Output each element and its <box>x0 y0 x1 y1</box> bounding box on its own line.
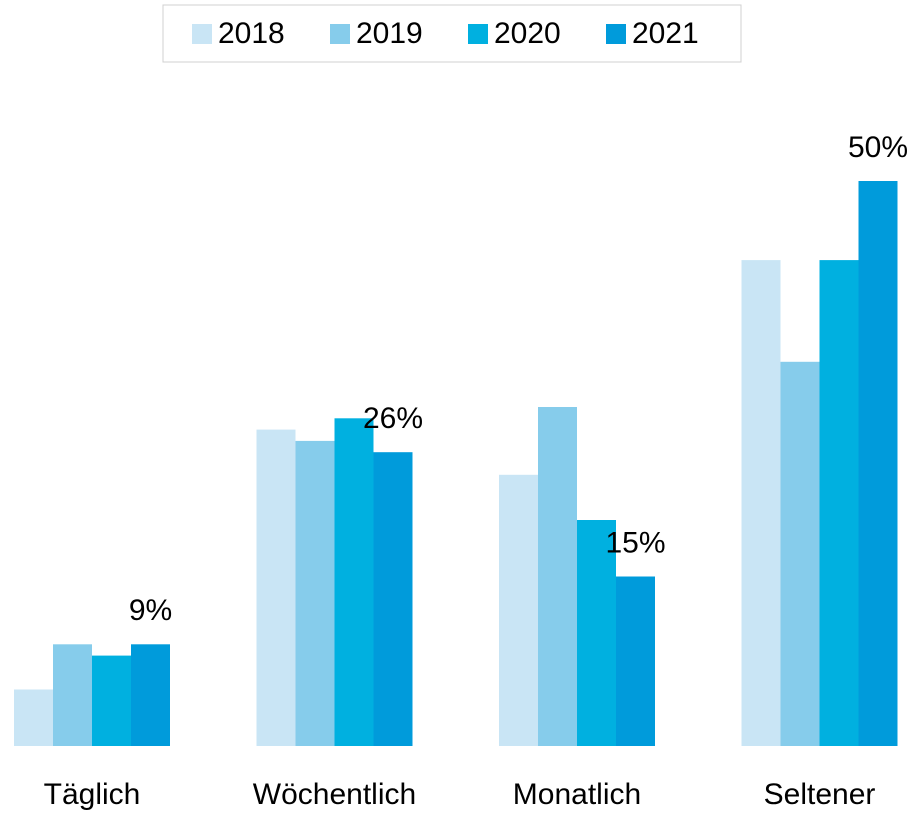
x-tick-label: Monatlich <box>513 778 641 811</box>
x-tick-label: Seltener <box>764 778 876 811</box>
bar <box>858 181 898 746</box>
legend-label: 2019 <box>356 17 423 50</box>
bar <box>616 576 655 746</box>
legend-label: 2021 <box>632 17 699 50</box>
legend-box <box>162 4 742 63</box>
bar <box>577 520 616 746</box>
bar <box>741 260 781 746</box>
legend-swatch <box>330 24 350 44</box>
data-label: 50% <box>848 131 908 164</box>
legend-label: 2018 <box>218 17 285 50</box>
bar <box>53 644 92 746</box>
bar <box>819 260 859 746</box>
bar <box>256 429 296 746</box>
data-label: 15% <box>605 526 665 559</box>
bar <box>538 407 577 746</box>
bar <box>334 418 374 746</box>
bar <box>499 474 538 746</box>
bar <box>131 644 170 746</box>
bar <box>92 655 131 746</box>
x-tick-label: Wöchentlich <box>253 778 416 811</box>
bar <box>295 440 335 746</box>
bar <box>14 689 53 746</box>
legend-swatch <box>192 24 212 44</box>
data-label: 9% <box>129 594 172 627</box>
bar <box>780 361 820 746</box>
legend-label: 2020 <box>494 17 561 50</box>
legend-swatch <box>468 24 488 44</box>
legend-swatch <box>606 24 626 44</box>
bar <box>373 452 413 746</box>
data-label: 26% <box>363 402 423 435</box>
x-tick-label: Täglich <box>44 778 141 811</box>
